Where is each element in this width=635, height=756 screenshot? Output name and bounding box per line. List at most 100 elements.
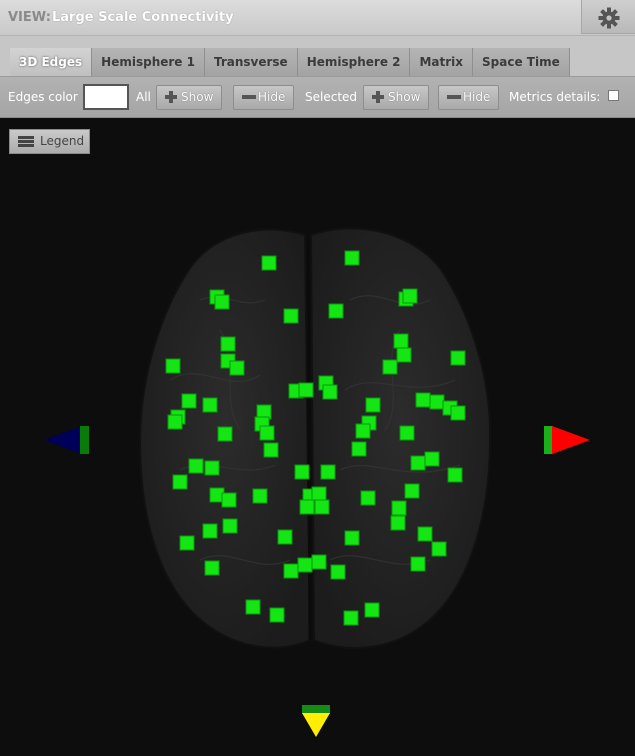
connectivity-nodes[interactable] (165, 250, 466, 626)
connectivity-node[interactable] (172, 474, 188, 490)
connectivity-node[interactable] (415, 392, 431, 408)
connectivity-node[interactable] (390, 515, 406, 531)
connectivity-node[interactable] (167, 414, 183, 430)
connectivity-node[interactable] (297, 557, 313, 573)
connectivity-node[interactable] (204, 560, 220, 576)
connectivity-node[interactable] (355, 423, 371, 439)
connectivity-node[interactable] (399, 425, 415, 441)
hide-selected-button[interactable]: Hide (438, 85, 500, 110)
connectivity-node[interactable] (447, 467, 463, 483)
show-selected-button[interactable]: Show (363, 85, 430, 110)
connectivity-node[interactable] (410, 556, 426, 572)
metrics-details-checkbox[interactable] (608, 90, 619, 101)
connectivity-node[interactable] (450, 350, 466, 366)
connectivity-node[interactable] (360, 490, 376, 506)
connectivity-node[interactable] (263, 442, 279, 458)
connectivity-node[interactable] (204, 460, 220, 476)
connectivity-node[interactable] (259, 425, 275, 441)
connectivity-node[interactable] (330, 564, 346, 580)
connectivity-node[interactable] (424, 451, 440, 467)
connectivity-node[interactable] (320, 464, 336, 480)
connectivity-node[interactable] (343, 610, 359, 626)
connectivity-node[interactable] (220, 336, 236, 352)
tab-hemisphere-1[interactable]: Hemisphere 1 (92, 48, 205, 76)
connectivity-node[interactable] (393, 333, 409, 349)
tabs-bar: 3D Edges Hemisphere 1 Transverse Hemisph… (0, 36, 635, 76)
tab-transverse[interactable]: Transverse (204, 48, 298, 76)
hide-selected-label: Hide (463, 90, 491, 104)
settings-button[interactable] (581, 0, 635, 34)
axis-y-arrow (302, 705, 330, 737)
connectivity-node[interactable] (429, 394, 445, 410)
axis-indicators (44, 426, 590, 737)
view-prefix: VIEW: (8, 10, 51, 25)
connectivity-node[interactable] (311, 486, 327, 502)
connectivity-node[interactable] (322, 384, 338, 400)
connectivity-node[interactable] (252, 488, 268, 504)
connectivity-node[interactable] (431, 541, 447, 557)
edges-color-picker[interactable] (83, 84, 129, 110)
connectivity-node[interactable] (404, 483, 420, 499)
connectivity-node[interactable] (245, 599, 261, 615)
edges-color-label: Edges color (8, 90, 78, 104)
show-all-label: Show (181, 90, 214, 104)
selected-label: Selected (305, 90, 358, 104)
connectivity-node[interactable] (344, 250, 360, 266)
connectivity-node[interactable] (351, 441, 367, 457)
connectivity-node[interactable] (179, 535, 195, 551)
connectivity-node[interactable] (294, 464, 310, 480)
connectivity-node[interactable] (298, 382, 314, 398)
connectivity-node[interactable] (328, 303, 344, 319)
list-icon (18, 136, 34, 147)
legend-button[interactable]: Legend (9, 129, 90, 154)
connectivity-node[interactable] (283, 563, 299, 579)
gear-icon (598, 7, 620, 29)
connectivity-node[interactable] (261, 255, 277, 271)
connectivity-node[interactable] (283, 308, 299, 324)
plus-icon (165, 91, 177, 103)
connectivity-node[interactable] (417, 526, 433, 542)
tab-space-time[interactable]: Space Time (473, 48, 570, 76)
hide-all-button[interactable]: Hide (233, 85, 295, 110)
metrics-details-label: Metrics details: (509, 90, 601, 104)
connectivity-node[interactable] (269, 607, 285, 623)
connectivity-node[interactable] (314, 499, 330, 515)
connectivity-node[interactable] (382, 359, 398, 375)
connectivity-node[interactable] (202, 397, 218, 413)
connectivity-node[interactable] (214, 294, 230, 310)
connectivity-node[interactable] (222, 518, 238, 534)
connectivity-node[interactable] (181, 393, 197, 409)
3d-viewport[interactable] (0, 118, 635, 756)
toolbar: Edges color All Show Hide Selected Show … (0, 76, 635, 118)
connectivity-node[interactable] (396, 347, 412, 363)
minus-icon (447, 91, 461, 103)
show-selected-label: Show (388, 90, 421, 104)
connectivity-node[interactable] (217, 426, 233, 442)
all-label: All (136, 90, 151, 104)
view-title: Large Scale Connectivity (52, 10, 234, 25)
connectivity-node[interactable] (165, 358, 181, 374)
connectivity-node[interactable] (299, 499, 315, 515)
connectivity-node[interactable] (364, 602, 380, 618)
brain-canvas[interactable] (0, 118, 635, 756)
connectivity-node[interactable] (277, 529, 293, 545)
connectivity-node[interactable] (344, 530, 360, 546)
tab-matrix[interactable]: Matrix (410, 48, 474, 76)
hide-all-label: Hide (258, 90, 286, 104)
connectivity-node[interactable] (450, 405, 466, 421)
connectivity-node[interactable] (410, 455, 426, 471)
connectivity-node[interactable] (188, 458, 204, 474)
minus-icon (242, 91, 256, 103)
connectivity-node[interactable] (221, 492, 237, 508)
tab-hemisphere-2[interactable]: Hemisphere 2 (297, 48, 411, 76)
legend-label: Legend (40, 134, 85, 148)
connectivity-node[interactable] (365, 397, 381, 413)
connectivity-node[interactable] (311, 554, 327, 570)
connectivity-node[interactable] (202, 523, 218, 539)
tab-3d-edges[interactable]: 3D Edges (10, 48, 93, 76)
connectivity-node[interactable] (391, 500, 407, 516)
connectivity-node[interactable] (229, 360, 245, 376)
show-all-button[interactable]: Show (156, 85, 223, 110)
connectivity-node[interactable] (402, 288, 418, 304)
